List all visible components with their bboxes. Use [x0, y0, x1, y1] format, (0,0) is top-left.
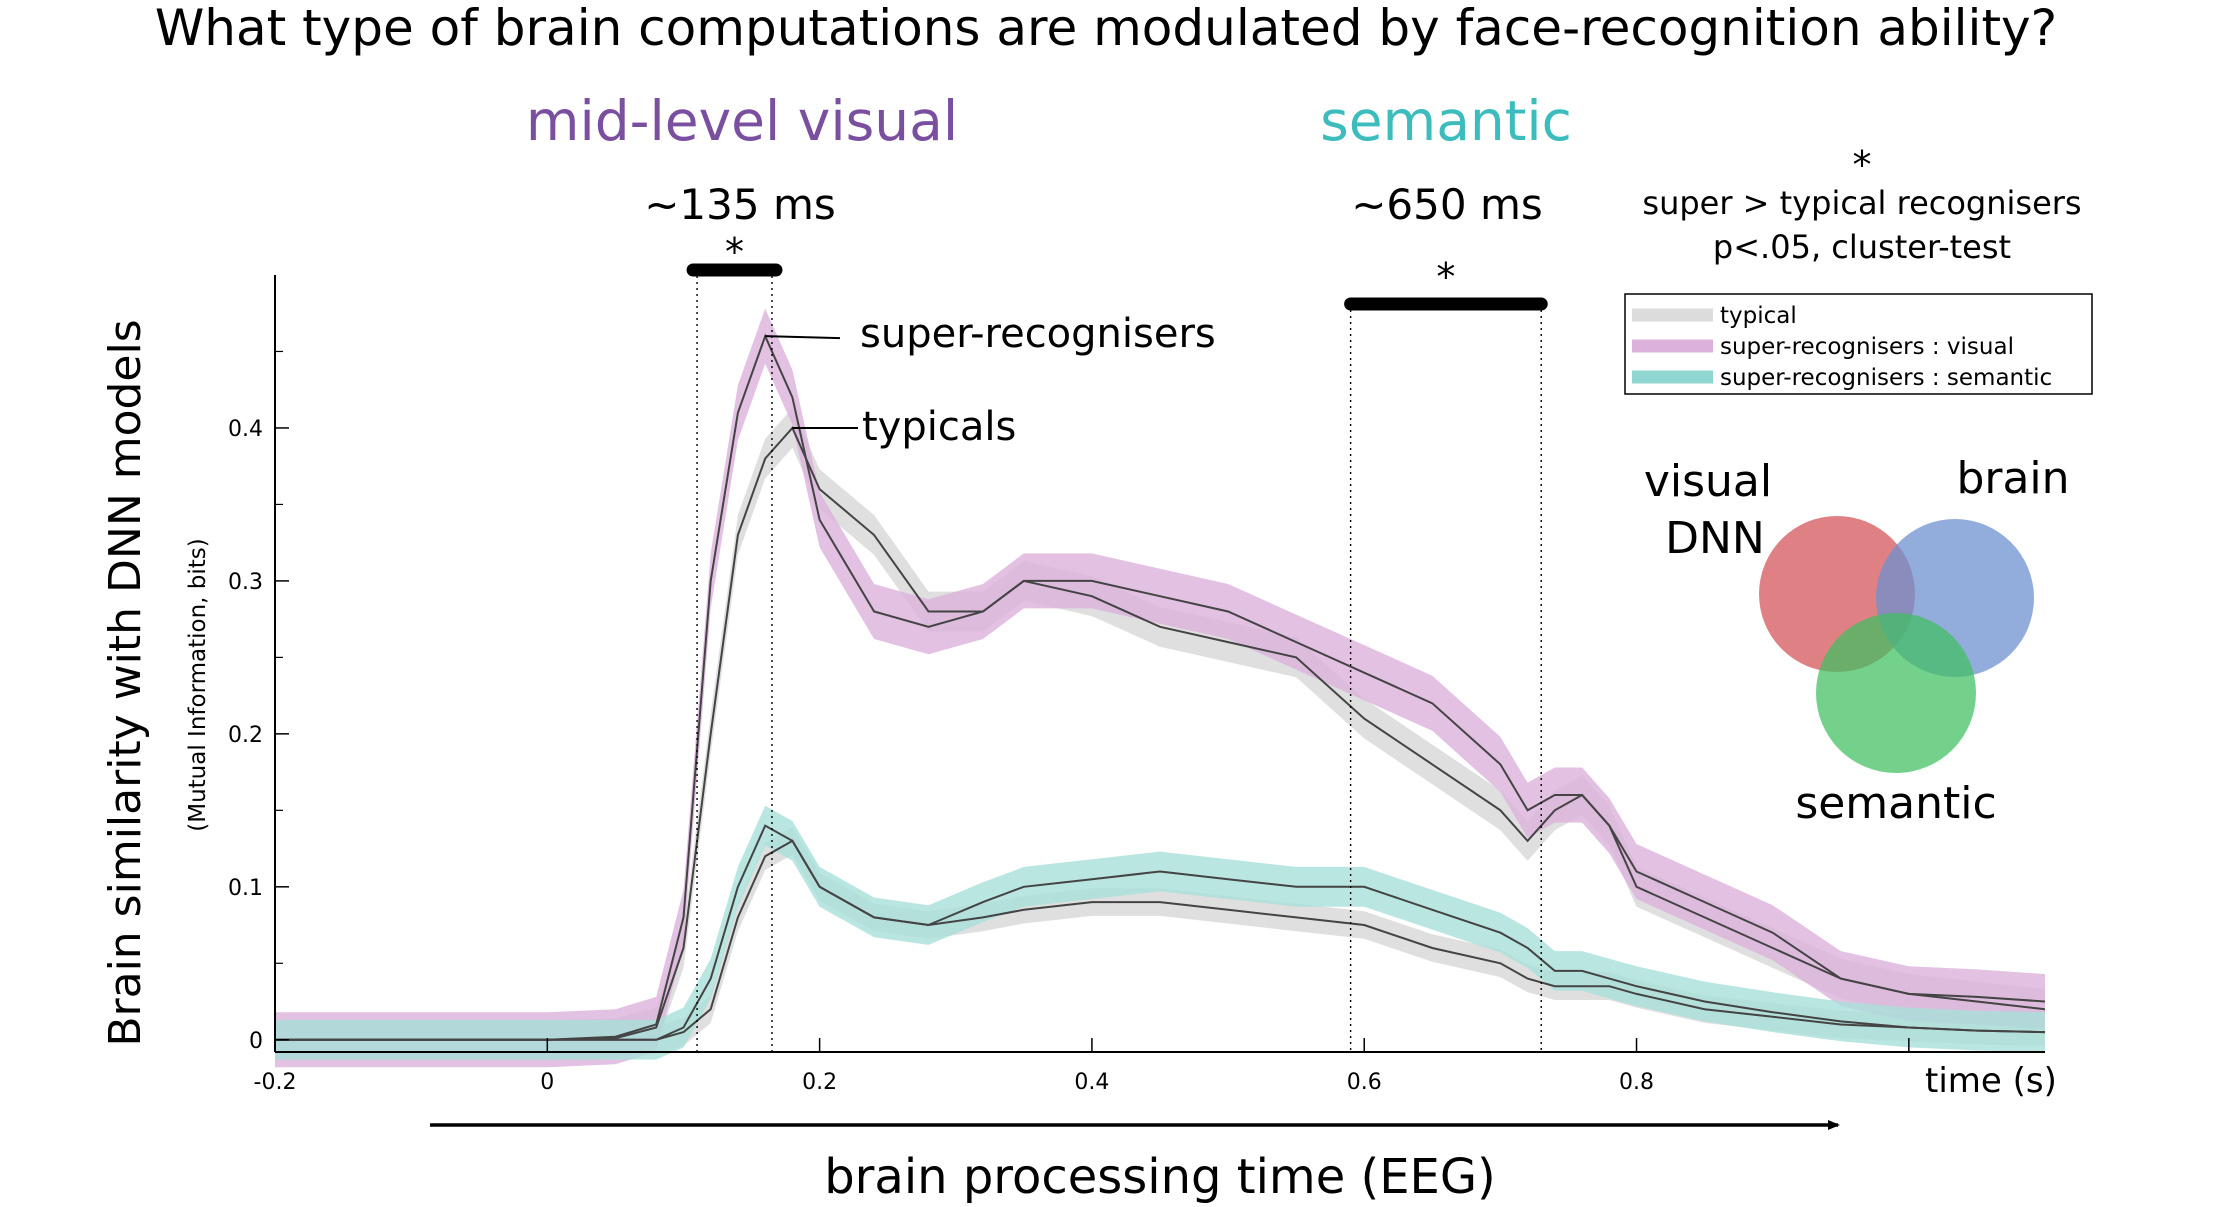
latency-semantic: ~650 ms [1351, 180, 1543, 229]
y-tick-label: 0.4 [228, 417, 263, 442]
legend: typical super-recognisers : visual super… [1624, 293, 2093, 395]
x-tick-label: 0.4 [1074, 1070, 1109, 1095]
significance-bar-star: * [725, 230, 744, 274]
line-visual-super [275, 333, 2046, 1041]
y-tick-label: 0.1 [228, 876, 263, 901]
x-tick-label: -0.2 [254, 1070, 297, 1095]
y-axis-label: Brain similarity with DNN models [100, 319, 151, 1046]
significance-star: * [1853, 143, 1872, 187]
x-axis-label: time (s) [1925, 1061, 2057, 1101]
y-tick-label: 0.3 [228, 570, 263, 595]
significance-line-2: p<.05, cluster-test [1713, 228, 2011, 266]
legend-label-typical: typical [1720, 303, 1797, 329]
figure-title: What type of brain computations are modu… [155, 0, 2057, 57]
heading-visual: mid-level visual [526, 89, 958, 153]
heading-semantic: semantic [1320, 89, 1572, 153]
band-semantic-super [275, 805, 2045, 1060]
venn-label-semantic: semantic [1795, 778, 1996, 829]
significance-bar-star: * [1436, 255, 1455, 299]
x-tick-label: 0 [540, 1070, 554, 1095]
leader-line-super [765, 335, 841, 340]
latency-visual: ~135 ms [644, 180, 836, 229]
band-semantic-typical [275, 827, 2045, 1054]
x-tick-label: 0.2 [802, 1070, 837, 1095]
x-tick-label: 0.8 [1619, 1070, 1654, 1095]
venn-circle-semantic [1816, 613, 1976, 773]
significance-line-1: super > typical recognisers [1642, 184, 2081, 222]
venn-label-brain: brain [1956, 453, 2069, 504]
band-visual-super [275, 308, 2045, 1068]
venn-label-visual-1: visual [1644, 456, 1772, 507]
venn-label-visual-2: DNN [1665, 513, 1765, 564]
line-semantic-typical [275, 839, 2046, 1041]
legend-label-semantic: super-recognisers : semantic [1720, 365, 2052, 391]
plot-area: 0 0.1 0.2 0.3 0.4 -0.2 0 0.2 0.4 0.6 0.8 * * super-re… [228, 230, 2046, 1095]
y-tick-label: 0.2 [228, 723, 263, 748]
processing-time-label: brain processing time (EEG) [824, 1149, 1496, 1205]
x-tick-label: 0.6 [1347, 1070, 1382, 1095]
legend-label-visual: super-recognisers : visual [1720, 334, 2014, 360]
line-visual-typical [275, 426, 2046, 1041]
y-axis-sublabel: (Mutual Information, bits) [185, 538, 211, 832]
venn-diagram: visual DNN brain semantic [1644, 453, 2070, 829]
line-label-typical: typicals [862, 404, 1016, 450]
y-tick-label: 0 [249, 1029, 263, 1054]
line-semantic-super [275, 824, 2046, 1041]
line-label-super: super-recognisers [860, 311, 1216, 357]
